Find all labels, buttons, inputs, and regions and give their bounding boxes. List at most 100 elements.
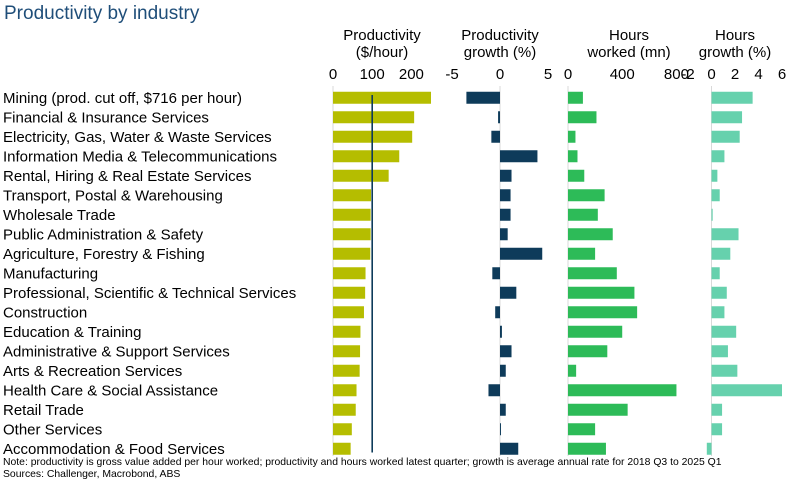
category-label: Public Administration & Safety [3, 226, 204, 243]
productivity-growth-bar [492, 267, 500, 280]
productivity-growth-bar [495, 306, 500, 319]
hours-worked-tick-label: 800 [664, 66, 689, 83]
productivity-bar [333, 286, 366, 299]
hours-growth-tick-label: 6 [778, 66, 786, 83]
productivity-bar [333, 345, 361, 358]
hours-growth-tick-label: 4 [754, 66, 762, 83]
productivity-bar [333, 150, 400, 163]
productivity-bar [333, 442, 351, 455]
hours-worked-header-line1: Hours [609, 27, 649, 44]
hours-worked-bar [568, 228, 613, 241]
hours-growth-bar [711, 423, 723, 436]
category-label: Transport, Postal & Warehousing [3, 187, 223, 204]
productivity-bar [333, 423, 352, 436]
productivity-bar [333, 91, 431, 104]
productivity-bar [333, 325, 361, 338]
hours-growth-bar [711, 364, 738, 377]
category-label: Accommodation & Food Services [3, 441, 225, 456]
productivity-growth-header-line2: growth (%) [464, 44, 537, 61]
hours-growth-bar [711, 130, 740, 143]
productivity-growth-bar [500, 442, 519, 455]
hours-growth-bar [711, 306, 725, 319]
sources-text: Sources: Challenger, Macrobond, ABS [3, 469, 181, 480]
productivity-growth-bar [500, 247, 543, 260]
productivity-growth-bar [488, 384, 500, 397]
category-label: Other Services [3, 421, 102, 438]
productivity-growth-bar [498, 111, 500, 124]
chart-title: Productivity by industry [4, 3, 200, 24]
productivity-growth-tick-label: 5 [544, 66, 552, 83]
category-label: Agriculture, Forestry & Fishing [3, 246, 205, 263]
hours-growth-header-line2: growth (%) [699, 44, 772, 61]
chart-canvas: Mining (prod. cut off, $716 per hour) Fin… [3, 27, 786, 456]
productivity-growth-bar [500, 228, 508, 241]
category-label: Electricity, Gas, Water & Waste Services [3, 129, 272, 146]
hours-growth-tick-label: 2 [731, 66, 739, 83]
category-label: Health Care & Social Assistance [3, 382, 218, 399]
productivity-growth-header-line1: Productivity [461, 27, 539, 44]
category-label: Manufacturing [3, 265, 98, 282]
category-label: Professional, Scientific & Technical Ser… [3, 285, 296, 302]
hours-worked-bar [568, 208, 598, 221]
hours-worked-tick-label: 400 [610, 66, 635, 83]
productivity-header-line2: ($/hour) [356, 44, 409, 61]
productivity-growth-bar [466, 91, 500, 104]
productivity-growth-bar [500, 189, 511, 202]
hours-growth-bar [711, 189, 720, 202]
hours-worked-bar [568, 384, 677, 397]
productivity-tick-label: 200 [399, 66, 424, 83]
category-label: Administrative & Support Services [3, 343, 230, 360]
productivity-bar [333, 208, 371, 221]
hours-growth-bar [711, 150, 725, 163]
productivity-growth-bar [500, 345, 512, 358]
hours-growth-bar [711, 111, 743, 124]
productivity-growth-bar [500, 364, 506, 377]
hours-worked-bar [568, 189, 605, 202]
hours-worked-bar [568, 306, 638, 319]
productivity-growth-bar [500, 286, 517, 299]
hours-growth-bar [711, 169, 718, 182]
productivity-growth-tick-label: 0 [496, 66, 504, 83]
category-label: Mining (prod. cut off, $716 per hour) [3, 90, 242, 107]
hours-growth-bar [711, 325, 737, 338]
category-label: Construction [3, 304, 87, 321]
productivity-bar [333, 403, 356, 416]
productivity-header-line1: Productivity [343, 27, 421, 44]
hours-growth-bar [711, 247, 731, 260]
productivity-growth-bar [500, 150, 538, 163]
hours-growth-tick-label: -2 [681, 66, 694, 83]
hours-worked-bar [568, 247, 596, 260]
productivity-growth-bar [500, 423, 501, 436]
productivity-bar [333, 267, 366, 280]
hours-worked-bar [568, 325, 623, 338]
productivity-tick-label: 0 [329, 66, 337, 83]
hours-growth-bar [711, 91, 753, 104]
footnote-text: Note: productivity is gross value added … [3, 457, 722, 468]
productivity-bar [333, 228, 371, 241]
hours-growth-bar [706, 442, 712, 455]
productivity-growth-bar [500, 169, 512, 182]
hours-growth-bar [711, 384, 782, 397]
hours-worked-bar [568, 150, 578, 163]
hours-growth-bar [711, 345, 728, 358]
hours-worked-bar [568, 345, 608, 358]
hours-worked-header-line2: worked (mn) [586, 44, 670, 61]
hours-worked-bar [568, 423, 596, 436]
hours-worked-bar [568, 111, 597, 124]
hours-worked-bar [568, 169, 585, 182]
hours-growth-bar [711, 286, 727, 299]
productivity-bar [333, 384, 357, 397]
productivity-growth-bar [500, 325, 502, 338]
productivity-growth-bar [500, 403, 506, 416]
hours-growth-bar [711, 228, 739, 241]
category-label: Wholesale Trade [3, 207, 116, 224]
productivity-bar [333, 247, 371, 260]
category-label: Education & Training [3, 324, 141, 341]
productivity-growth-tick-label: -5 [445, 66, 458, 83]
hours-worked-bar [568, 130, 576, 143]
productivity-tick-label: 100 [360, 66, 385, 83]
hours-worked-bar [568, 442, 606, 455]
hours-worked-bar [568, 267, 617, 280]
hours-growth-bar [711, 267, 720, 280]
hours-worked-bar [568, 286, 635, 299]
